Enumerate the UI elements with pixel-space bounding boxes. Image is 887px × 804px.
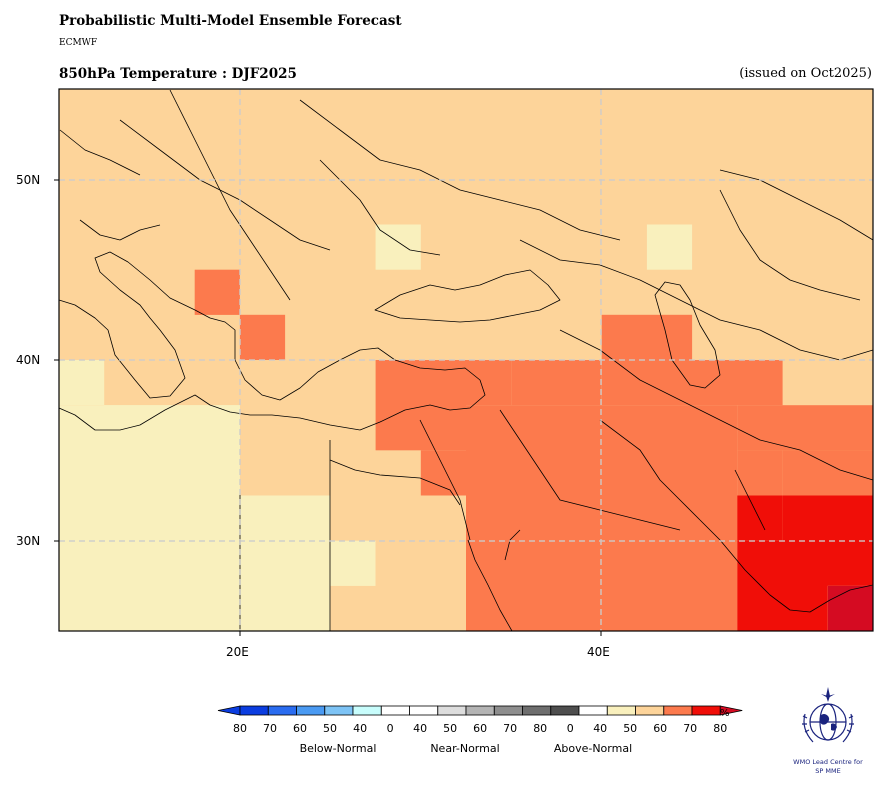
- colorbar-segment: [324, 705, 354, 716]
- colorbar-segment: [409, 705, 439, 716]
- lon-label-40e: 40E: [587, 645, 610, 659]
- colorbar-tick-label: 0: [386, 722, 394, 735]
- forecast-cell-above60: [466, 360, 512, 406]
- colorbar-tick-label: 50: [623, 722, 638, 735]
- wmo-emblem-icon: [802, 687, 854, 743]
- colorbar-segment: [635, 705, 665, 716]
- colorbar-tick-label: 80: [713, 722, 728, 735]
- wmo-logo-line2: SP MME: [815, 767, 841, 775]
- forecast-cell-near40: [104, 405, 240, 451]
- model-centre-label: ECMWF: [59, 38, 98, 48]
- colorbar-tick-label: 70: [503, 722, 518, 735]
- colorbar-tick-label: 80: [233, 722, 247, 735]
- wmo-logo-line1: WMO Lead Centre for: [793, 758, 863, 766]
- forecast-cell-near40: [59, 360, 105, 406]
- lat-label-50n: 50N: [16, 173, 41, 187]
- colorbar-segment: [691, 705, 721, 716]
- colorbar-segment: [550, 705, 580, 716]
- forecast-cell-near40: [646, 224, 693, 270]
- colorbar-tick-label: 70: [263, 722, 277, 735]
- colorbar-tick-label: 60: [293, 722, 307, 735]
- colorbar-segment: [239, 705, 269, 716]
- colorbar-segment: [465, 705, 495, 716]
- forecast-cell-above60: [511, 360, 602, 406]
- colorbar-tick-label: 80: [533, 722, 548, 735]
- colorbar-group-below: Below-Normal: [299, 742, 377, 755]
- colorbar-tick-label: 50: [323, 722, 337, 735]
- colorbar-segment: [493, 705, 523, 716]
- colorbar-segment: [352, 705, 382, 716]
- forecast-cell-near40: [239, 495, 331, 631]
- colorbar-segment: [522, 705, 552, 716]
- colorbar-segment: [578, 705, 608, 716]
- forecast-cell-above60: [782, 450, 873, 496]
- colorbar: [217, 705, 743, 716]
- colorbar-tick-label: 0: [566, 722, 574, 735]
- colorbar-segment: [267, 705, 297, 716]
- forecast-cell-above70: [737, 495, 783, 541]
- forecast-cell-above80: [827, 585, 873, 631]
- issued-date: (issued on Oct2025): [739, 66, 872, 81]
- forecast-cell-above60: [420, 450, 466, 496]
- forecast-cell-above70: [737, 540, 828, 631]
- forecast-cell-above60: [375, 360, 466, 451]
- colorbar-extend-low: [217, 705, 241, 716]
- colorbar-group-above: Above-Normal: [553, 742, 633, 755]
- colorbar-tick-label: 60: [653, 722, 668, 735]
- colorbar-tick-label: 40: [353, 722, 368, 735]
- forecast-cell-above60: [194, 269, 240, 315]
- wmo-logo: WMO Lead Centre for SP MME: [788, 684, 868, 794]
- forecast-cell-above60: [601, 314, 693, 360]
- colorbar-tick-label: 50: [443, 722, 458, 735]
- lat-label-30n: 30N: [16, 534, 41, 548]
- colorbar-group-near: Near-Normal: [430, 742, 500, 755]
- graticule: [59, 89, 873, 631]
- colorbar-segment: [663, 705, 693, 716]
- colorbar-tick-label: 40: [413, 722, 428, 735]
- colorbar-tick-label: 60: [473, 722, 488, 735]
- colorbar-segment: [380, 705, 410, 716]
- colorbar-tick-label: 40: [593, 722, 608, 735]
- colorbar-segment: [437, 705, 467, 716]
- colorbar-unit: %: [720, 708, 730, 719]
- forecast-cell-above60: [601, 360, 783, 406]
- colorbar-extend-high: [719, 705, 743, 716]
- colorbar-segment: [296, 705, 326, 716]
- colorbar-tick-label: 70: [683, 722, 698, 735]
- forecast-cell-near40: [330, 540, 376, 586]
- lat-label-40n: 40N: [16, 353, 41, 367]
- colorbar-segment: [606, 705, 636, 716]
- forecast-cell-above60: [737, 405, 873, 451]
- map-subtitle: 850hPa Temperature : DJF2025: [59, 66, 297, 82]
- forecast-cell-above60: [239, 314, 286, 360]
- lon-label-20e: 20E: [226, 645, 249, 659]
- page-title: Probabilistic Multi-Model Ensemble Forec…: [59, 13, 402, 29]
